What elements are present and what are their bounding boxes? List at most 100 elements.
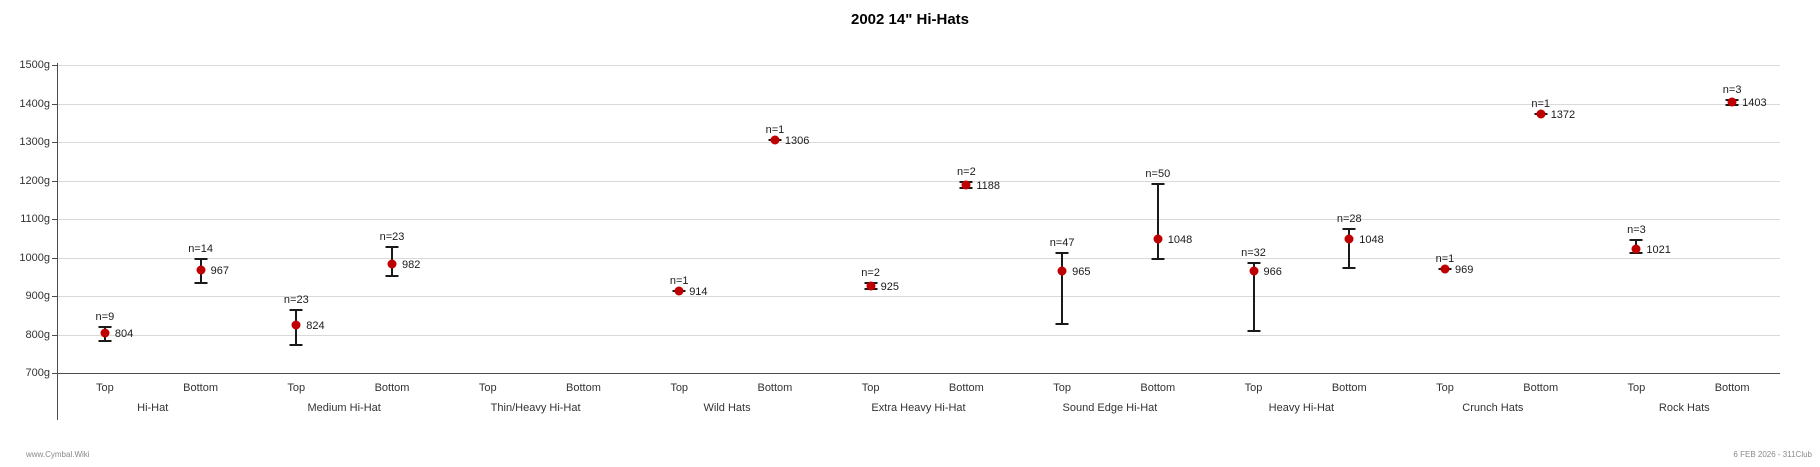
error-bar-bottom-cap [289, 344, 303, 347]
y-gridline [57, 296, 1780, 297]
group-label: Hi-Hat [137, 402, 169, 414]
value-label: 1021 [1646, 244, 1671, 257]
sample-size-label: n=23 [379, 231, 405, 244]
data-point-marker [770, 135, 780, 145]
y-axis-label: 1100g [20, 213, 50, 225]
error-bar-bottom-cap [194, 281, 208, 284]
subcategory-label: Top [1436, 382, 1454, 394]
y-axis-label: 900g [25, 290, 50, 302]
subcategory-label: Bottom [1523, 382, 1559, 394]
error-bar-top-cap [194, 258, 208, 261]
y-axis-tick [52, 142, 57, 143]
date-credit: 6 FEB 2026 - 311Club [1733, 450, 1812, 459]
subcategory-label: Top [478, 382, 497, 394]
value-label: 1048 [1167, 234, 1193, 247]
subcategory-label: Bottom [374, 382, 410, 394]
y-axis-tick [52, 296, 57, 297]
subcategory-label: Bottom [1714, 382, 1750, 394]
y-axis-label: 1400g [19, 97, 50, 110]
error-bar-top-cap [1055, 251, 1069, 254]
y-axis-label: 700g [25, 367, 50, 379]
value-label: 967 [210, 265, 229, 278]
y-axis-tick [52, 65, 57, 66]
y-gridline [57, 219, 1780, 220]
subcategory-label: Top [1244, 382, 1263, 394]
value-label: 1048 [1359, 234, 1384, 247]
y-axis-line [57, 63, 58, 420]
sample-size-label: n=1 [1531, 98, 1551, 111]
data-point-marker [1344, 234, 1354, 244]
y-axis-label: 800g [25, 328, 50, 341]
y-axis-tick [52, 373, 57, 374]
value-label: 965 [1072, 265, 1091, 278]
data-point-marker [1440, 264, 1450, 274]
y-axis-label: 1200g [19, 174, 50, 187]
sample-size-label: n=23 [283, 294, 309, 307]
error-bar-top-cap [98, 325, 112, 328]
error-bar-top-cap [1629, 238, 1643, 241]
y-axis-label: 1500g [19, 59, 50, 71]
group-label: Sound Edge Hi-Hat [1062, 402, 1158, 414]
y-gridline [57, 257, 1780, 259]
subcategory-label: Bottom [948, 382, 984, 394]
data-point-marker [1057, 266, 1067, 276]
subcategory-label: Bottom [183, 382, 219, 394]
x-axis-line [57, 373, 1780, 374]
value-label: 1188 [976, 180, 1001, 193]
sample-size-label: n=14 [188, 243, 213, 256]
y-axis-tick [52, 334, 57, 336]
subcategory-label: Bottom [757, 382, 793, 394]
data-point-marker [1249, 266, 1259, 276]
sample-size-label: n=2 [861, 267, 880, 280]
value-label: 914 [689, 285, 708, 298]
subcategory-label: Top [1627, 382, 1646, 394]
sample-size-label: n=2 [957, 166, 976, 179]
value-label: 966 [1263, 265, 1282, 278]
subcategory-label: Top [287, 382, 306, 394]
error-bar-top-cap [1247, 262, 1261, 265]
group-label: Rock Hats [1658, 402, 1710, 414]
error-bar-bottom-cap [1151, 257, 1165, 260]
subcategory-label: Bottom [1140, 382, 1176, 394]
error-bar [1252, 263, 1255, 332]
y-axis-label: 1000g [19, 251, 50, 264]
sample-size-label: n=1 [1435, 253, 1455, 266]
sample-size-label: n=32 [1241, 247, 1266, 260]
group-label: Crunch Hats [1462, 402, 1524, 414]
chart-title: 2002 14" Hi-Hats [850, 11, 969, 28]
subcategory-label: Bottom [566, 382, 601, 394]
error-bar-bottom-cap [1342, 266, 1356, 269]
value-label: 1403 [1742, 97, 1767, 110]
data-point-marker [866, 281, 876, 291]
y-gridline [57, 142, 1780, 143]
group-label: Extra Heavy Hi-Hat [871, 402, 966, 414]
source-credit: www.Cymbal.Wiki [26, 450, 90, 459]
value-label: 969 [1454, 264, 1474, 277]
error-bar-top-cap [1151, 183, 1165, 186]
sample-size-label: n=1 [765, 123, 785, 136]
group-label: Thin/Heavy Hi-Hat [490, 402, 581, 414]
group-label: Wild Hats [703, 402, 751, 414]
subcategory-label: Bottom [1331, 382, 1367, 394]
data-point-marker [291, 320, 301, 330]
error-bar-top-cap [385, 246, 399, 249]
data-point-marker [674, 286, 684, 296]
data-point-marker [100, 328, 110, 338]
error-bar-top-cap [289, 309, 303, 312]
data-point-marker [1727, 97, 1737, 107]
sample-size-label: n=47 [1049, 236, 1075, 249]
error-bar-bottom-cap [1247, 330, 1261, 333]
error-bar-top-cap [1342, 227, 1356, 230]
y-axis-label: 1300g [19, 136, 50, 148]
subcategory-label: Top [95, 382, 114, 394]
sample-size-label: n=3 [1722, 83, 1742, 96]
y-axis-tick [52, 180, 57, 182]
sample-size-label: n=9 [95, 310, 115, 323]
error-bar [1061, 252, 1064, 324]
subcategory-label: Top [861, 382, 880, 394]
error-bar-bottom-cap [98, 340, 112, 343]
data-point-marker [387, 259, 397, 269]
data-point-marker [961, 180, 971, 190]
error-bar-bottom-cap [1055, 322, 1069, 325]
